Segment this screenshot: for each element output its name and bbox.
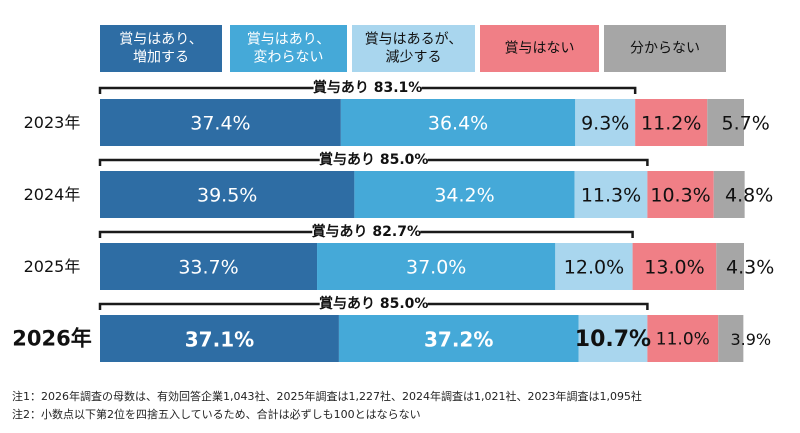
bar-segment: [340, 99, 576, 146]
value-label: 34.2%: [434, 185, 494, 207]
footnote-2: 注2：小数点以下第2位を四捨五入しているため、合計は必ずしも100とはならない: [12, 408, 421, 421]
value-label: 9.3%: [581, 113, 629, 135]
legend-swatch: [480, 25, 599, 72]
legend-swatch: [352, 25, 475, 72]
footnote-1: 注1：2026年調査の母数は、有効回答企業1,043社、2025年調査は1,22…: [12, 390, 642, 403]
value-label: 37.4%: [190, 113, 250, 135]
value-label: 11.2%: [641, 113, 701, 135]
bar-segment: [100, 243, 318, 290]
category-label: 2025年: [24, 257, 81, 276]
value-label: 37.2%: [424, 328, 493, 352]
footnotes: 注1：2026年調査の母数は、有効回答企業1,043社、2025年調査は1,22…: [12, 388, 642, 424]
category-label: 2026年: [12, 327, 91, 351]
bracket-label-bg: [313, 79, 422, 97]
value-label: 37.1%: [185, 328, 254, 352]
bar-segment: [718, 315, 744, 362]
legend-label: 賞与はあり、変わらない: [247, 32, 330, 66]
bracket-label: 賞与あり 85.0%: [319, 151, 428, 168]
legend-label: 賞与はあるが、減少する: [365, 32, 463, 66]
bar-segment: [100, 99, 341, 146]
bonus-chart: 賞与はあり、増加する 賞与はあり、変わらない 賞与はあるが、減少する 賞与はない 分から…: [12, 25, 774, 362]
legend-label: 賞与はない: [505, 41, 575, 57]
value-label: 4.3%: [726, 257, 774, 279]
value-label: 5.7%: [722, 113, 770, 135]
bracket-label-bg: [312, 223, 421, 241]
legend-swatch: [604, 25, 726, 72]
bracket-label: 賞与あり 82.7%: [312, 223, 421, 240]
category-label: 2023年: [24, 113, 81, 132]
bar-segment: [574, 171, 648, 218]
bar-segment: [100, 315, 339, 362]
bracket-label: 賞与あり 83.1%: [313, 79, 422, 96]
bracket-label: 賞与あり 85.0%: [319, 295, 428, 312]
bar-segment: [578, 315, 648, 362]
bar-segment: [707, 99, 744, 146]
bar-segment: [716, 243, 744, 290]
bar-segment: [647, 171, 714, 218]
value-label: 10.7%: [575, 327, 651, 352]
value-label: 12.0%: [564, 257, 624, 279]
bar-segment: [100, 171, 355, 218]
bar-segment: [635, 99, 708, 146]
value-label: 10.3%: [650, 185, 710, 207]
legend-label: 分からない: [630, 41, 700, 57]
value-label: 4.8%: [725, 185, 773, 207]
bar-segment: [317, 243, 556, 290]
legend-swatch: [100, 25, 222, 72]
bar-segment: [575, 99, 636, 146]
bar-segment: [647, 315, 719, 362]
bar-segment: [354, 171, 575, 218]
bar-segment: [555, 243, 633, 290]
value-label: 39.5%: [197, 185, 257, 207]
bracket-label-bg: [319, 151, 428, 169]
bracket-label-bg: [319, 295, 428, 313]
value-label: 11.3%: [581, 185, 641, 207]
legend-swatch: [230, 25, 347, 72]
legend-label: 賞与はあり、増加する: [119, 32, 202, 66]
category-label: 2024年: [24, 185, 81, 204]
value-label: 13.0%: [644, 257, 704, 279]
value-label: 11.0%: [656, 330, 710, 350]
bar-segment: [338, 315, 579, 362]
value-label: 33.7%: [178, 257, 238, 279]
value-label: 3.9%: [730, 330, 771, 349]
bar-segment: [713, 171, 745, 218]
value-label: 36.4%: [428, 113, 488, 135]
value-label: 37.0%: [406, 257, 466, 279]
bar-segment: [632, 243, 717, 290]
